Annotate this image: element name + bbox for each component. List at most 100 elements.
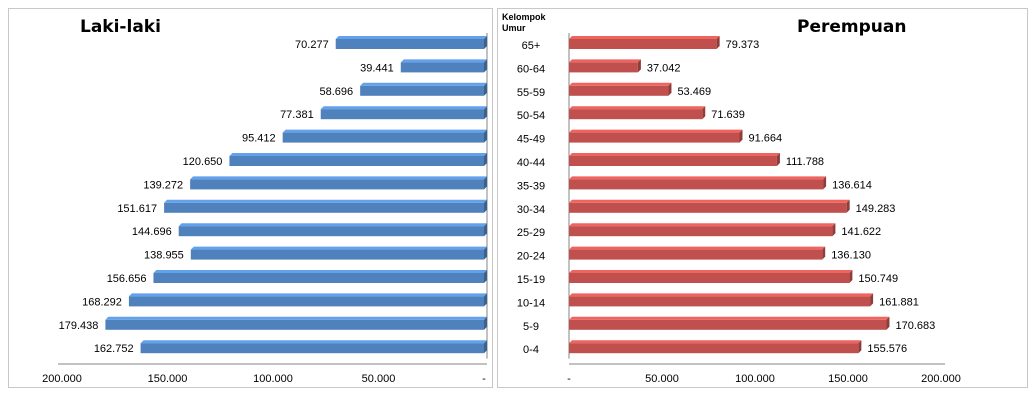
male-bar-top [360,82,487,86]
male-bar-top [128,293,488,297]
male-bar-top [153,270,487,273]
female-bar [569,109,703,120]
female-bar [569,296,871,307]
female-bar [569,226,833,237]
age-group-header: Kelompok Umur [502,12,546,34]
age-group-label: 30-34 [517,204,545,216]
male-bar [335,39,484,49]
male-bar-top [190,246,488,250]
female-panel: Perempuan Kelompok Umur 79.373 65+ 37.042 6… [493,0,1032,393]
male-value-label: 77.381 [280,109,314,121]
age-group-label: 5-9 [523,321,539,333]
female-chart: 79.373 65+ 37.042 60-64 53.469 55-59 71.639 50-… [517,33,961,385]
male-value-label: 70.277 [295,39,329,51]
male-bar-top [335,36,487,39]
male-bar [153,273,484,283]
female-bar [569,85,669,96]
male-value-label: 162.752 [94,343,134,355]
female-x-tick-label: 100.000 [735,373,775,385]
male-value-label: 138.955 [144,250,184,262]
male-bar-top [164,199,487,203]
male-bar-side [484,129,487,143]
female-bar [569,343,859,354]
male-value-label: 120.650 [183,156,223,168]
male-bar-top [140,340,488,344]
female-value-label: 91.664 [748,133,782,145]
age-group-label: 65+ [522,40,541,52]
male-bar-top [400,59,487,63]
male-bar-side [484,270,487,283]
female-bar-top [569,106,706,110]
female-bar-side [702,106,706,120]
female-bar-side [822,246,826,260]
male-value-label: 168.292 [82,296,122,308]
male-bar [164,202,484,213]
male-x-tick-label: 100.000 [253,373,293,385]
female-bar-top [569,316,890,320]
female-bar-side [823,176,827,190]
male-bar-side [484,36,487,49]
female-bar-top [569,340,862,344]
female-bar-top [569,176,827,180]
female-bar-side [739,129,743,143]
male-bar [105,319,485,330]
age-group-label: 15-19 [517,274,545,286]
male-panel-border [8,8,493,388]
male-bar [229,156,484,166]
female-bar [569,319,887,330]
female-value-label: 170.683 [895,320,935,332]
female-value-label: 111.788 [786,156,824,168]
age-group-header-line2: Umur [502,23,526,33]
male-bar-side [484,316,487,330]
age-group-label: 55-59 [517,87,545,99]
female-value-label: 37.042 [647,62,681,74]
male-x-tick-label: 50.000 [362,373,396,385]
male-value-label: 58.696 [319,86,353,98]
male-bar [360,85,484,96]
male-bar [190,249,485,260]
male-bar-top [178,223,487,227]
female-bar [569,249,823,260]
female-bar-top [569,153,780,156]
female-bar-top [569,223,836,227]
age-group-label: 25-29 [517,227,545,239]
male-bar-side [484,199,487,213]
female-bar-top [569,36,720,39]
male-bar-top [282,129,487,133]
male-value-label: 156.656 [107,273,147,285]
female-value-label: 149.283 [856,203,896,215]
male-bar-side [484,153,487,166]
age-group-label: 45-49 [517,134,545,146]
female-bar [569,202,847,213]
male-bar-side [484,340,487,354]
male-bar-side [484,223,487,237]
male-value-label: 39.441 [360,62,394,74]
male-bar [320,109,484,120]
female-value-label: 150.749 [858,273,898,285]
male-chart: 70.277 39.441 58.696 77.381 95.412 120.650139… [42,33,488,385]
male-bar [128,296,485,307]
age-group-label: 20-24 [517,251,545,263]
male-bar-side [484,176,487,190]
female-bar-top [569,129,743,133]
female-x-tick-label: 200.000 [921,373,961,385]
male-bar [282,132,484,143]
male-value-label: 139.272 [143,179,183,191]
female-panel-border [497,8,1028,388]
male-bar-side [484,246,487,260]
female-value-label: 136.130 [831,250,871,262]
male-bar-top [229,153,487,156]
female-bar [569,179,824,190]
age-group-label: 10-14 [517,297,545,309]
female-bar-side [668,82,672,96]
male-bar-top [320,106,487,110]
female-value-label: 155.576 [867,343,907,355]
male-bar-side [484,59,487,73]
female-bar-side [637,59,641,73]
male-bar [178,226,484,237]
female-bar-side [846,199,850,213]
female-value-label: 161.881 [879,296,919,308]
female-bar [569,62,638,73]
age-group-label: 35-39 [517,180,545,192]
age-group-label: 50-54 [517,110,545,122]
